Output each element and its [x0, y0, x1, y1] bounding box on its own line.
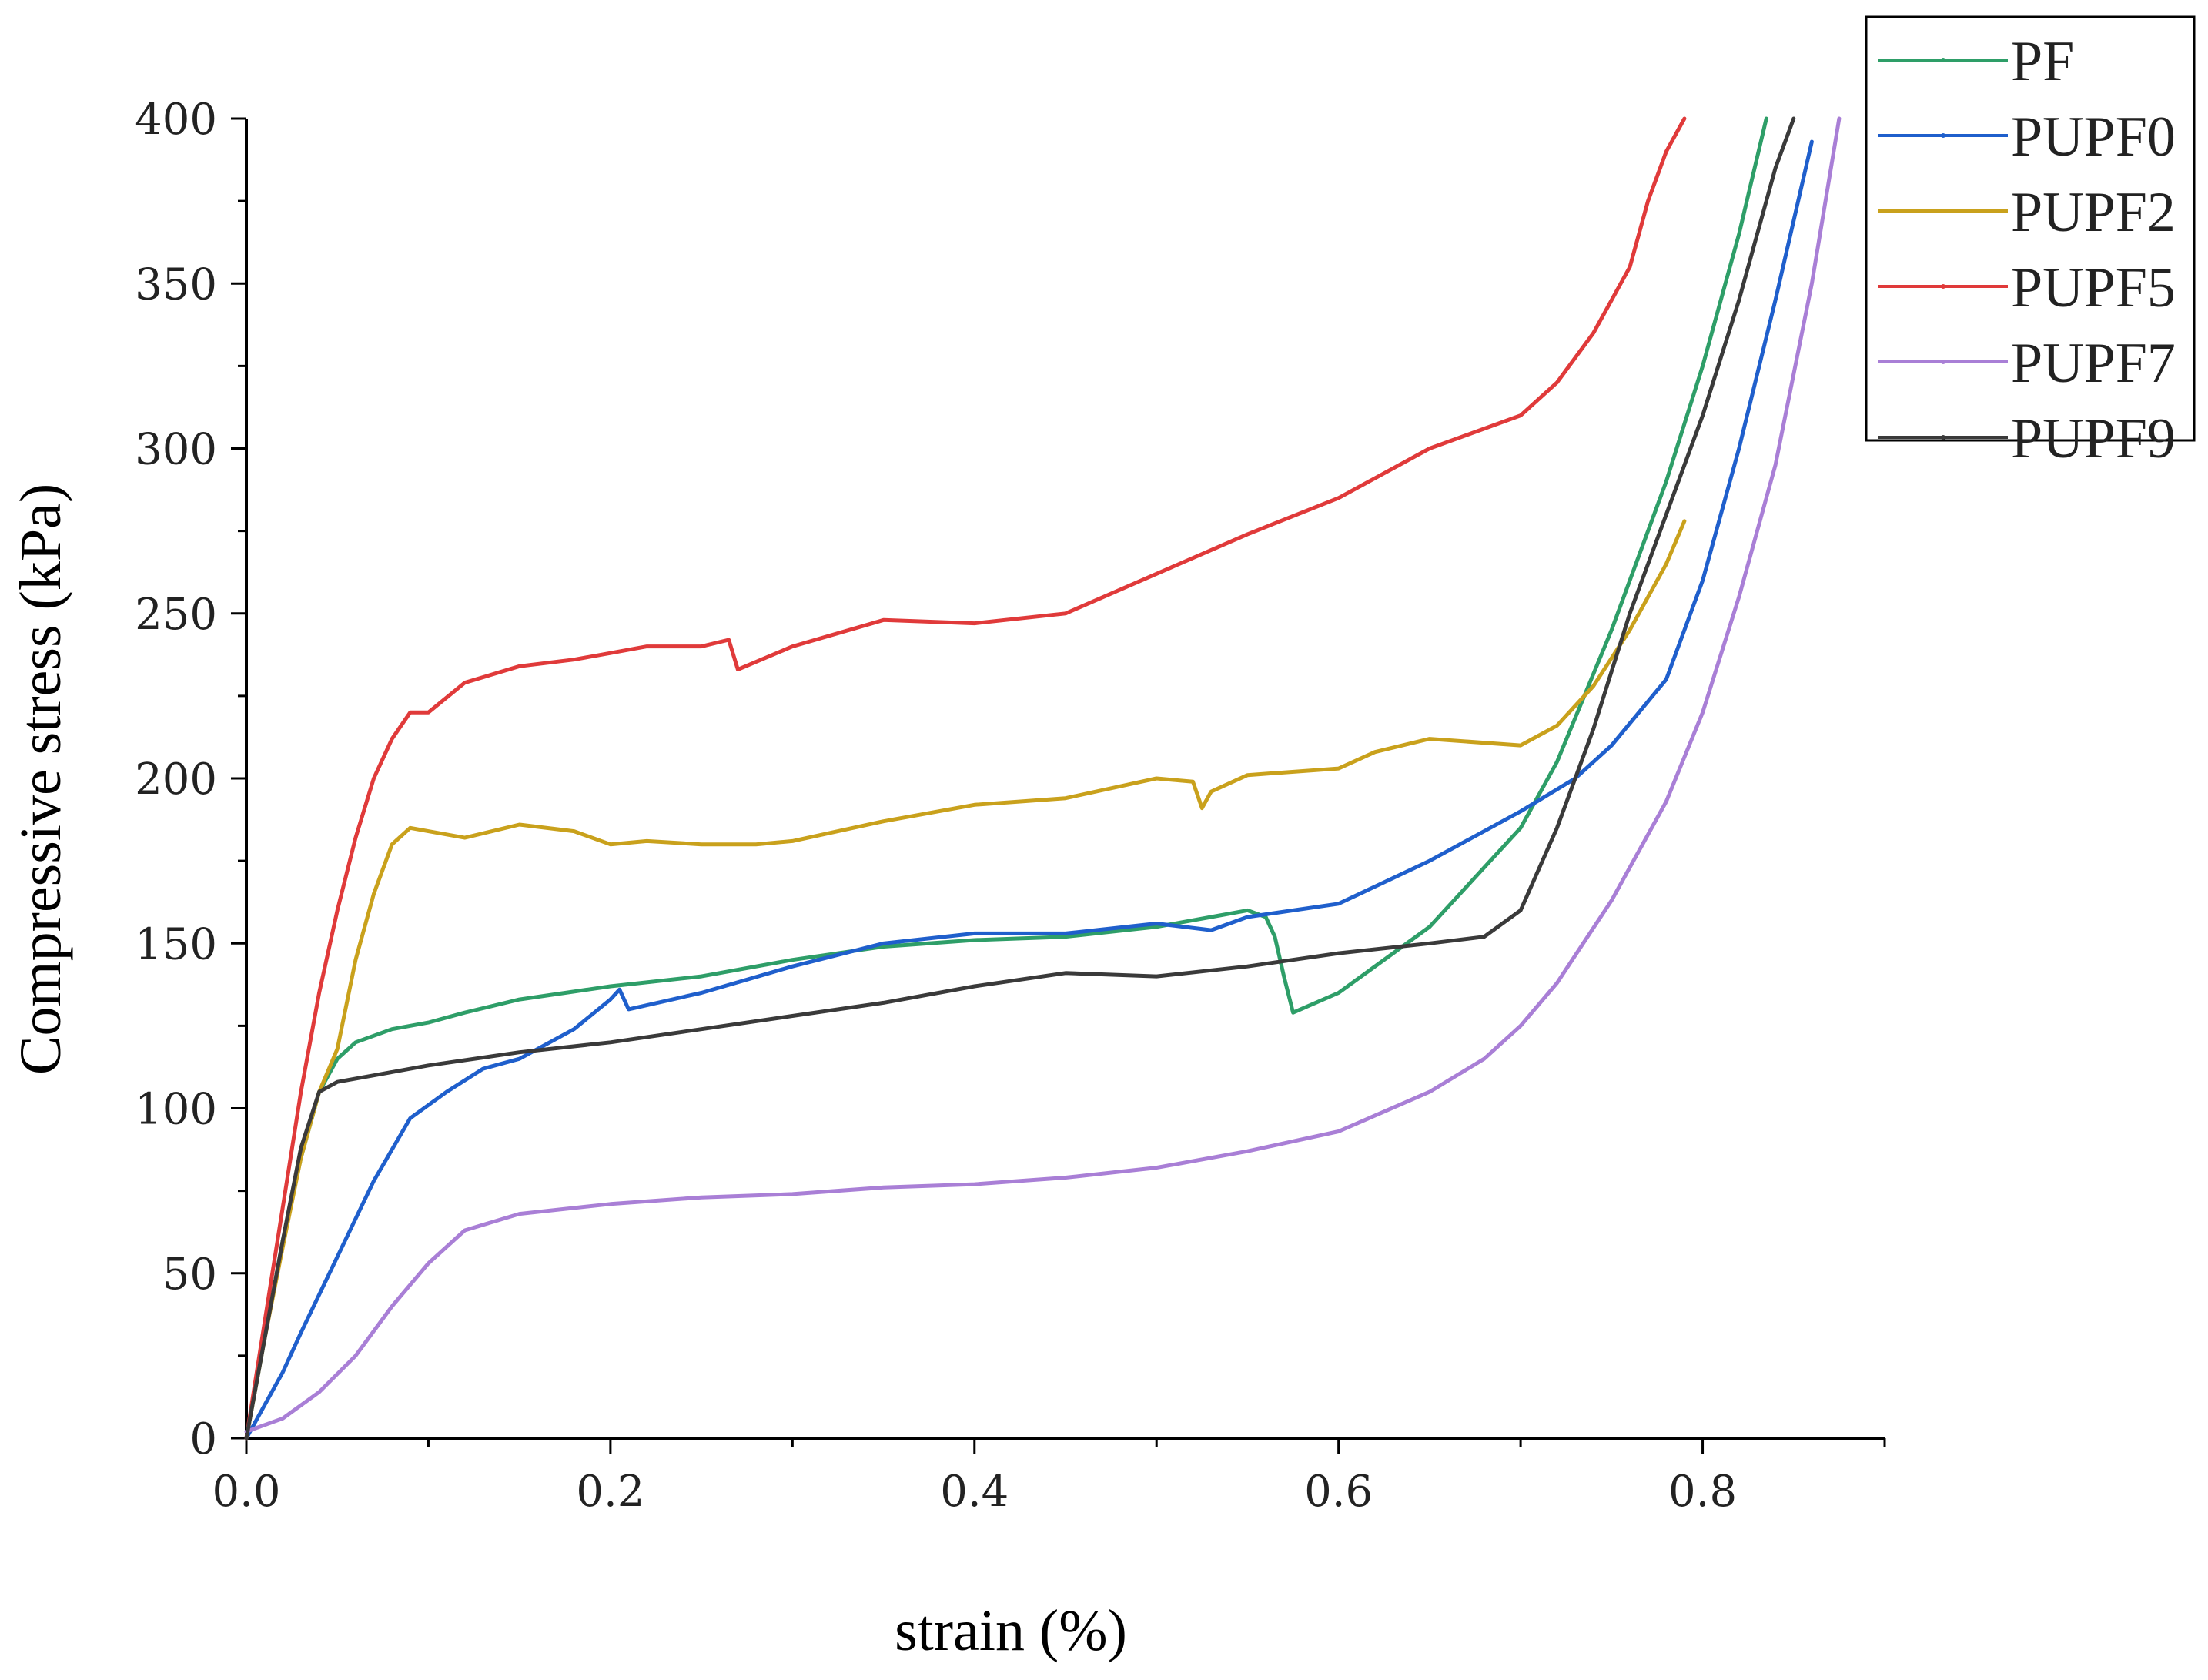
series-line-pf [244, 116, 1768, 1441]
series-line-pupf5 [244, 116, 1687, 1441]
y-tick-label: 50 [162, 1250, 217, 1300]
y-tick-label: 200 [135, 755, 217, 805]
x-tick-label: 0.6 [1304, 1467, 1373, 1517]
y-tick-label: 150 [135, 919, 217, 969]
x-tick-label: 0.2 [576, 1467, 644, 1517]
series-line-pupf0 [244, 139, 1814, 1441]
x-tick-label: 0.8 [1668, 1467, 1737, 1517]
series-lines [244, 116, 1842, 1441]
legend-marker-pupf7 [1941, 360, 1945, 364]
legend-label-pupf9: PUPF9 [2011, 407, 2176, 470]
series-line-pupf7 [244, 116, 1842, 1434]
x-tick-label: 0.4 [940, 1467, 1009, 1517]
legend-label-pupf0: PUPF0 [2011, 105, 2176, 169]
legend-marker-pf [1941, 58, 1945, 62]
legend-label-pupf2: PUPF2 [2011, 181, 2176, 244]
legend-entries: PF PUPF0 PUPF2 PUPF5 PUPF7 PUPF9 [1878, 30, 2176, 470]
legend: PF PUPF0 PUPF2 PUPF5 PUPF7 PUPF9 [1865, 15, 2196, 470]
legend-marker-pupf2 [1941, 209, 1945, 213]
y-axis-title: Compressive stress (kPa) [8, 484, 73, 1075]
y-tick-label: 250 [135, 590, 217, 640]
y-tick-label: 100 [135, 1085, 217, 1135]
axis-ticks: 0 50 100 150 200 250 300 350 400 0.0 0.2 0.4 0.6 0.8 [135, 95, 1886, 1517]
x-axis-title: strain (%) [895, 1598, 1127, 1663]
series-line-pupf2 [244, 519, 1687, 1441]
legend-marker-pupf5 [1941, 284, 1945, 289]
y-tick-label: 350 [135, 259, 217, 310]
legend-box [1865, 15, 2196, 442]
y-tick-label: 400 [135, 95, 217, 145]
legend-label-pupf7: PUPF7 [2011, 332, 2176, 395]
y-tick-label: 0 [189, 1414, 217, 1464]
legend-marker-pupf9 [1941, 435, 1945, 440]
x-tick-label: 0.0 [212, 1467, 280, 1517]
y-tick-label: 300 [135, 425, 217, 475]
legend-label-pupf5: PUPF5 [2011, 256, 2176, 320]
series-line-pupf9 [244, 116, 1796, 1441]
legend-marker-pupf0 [1941, 133, 1945, 138]
legend-label-pf: PF [2011, 30, 2074, 93]
